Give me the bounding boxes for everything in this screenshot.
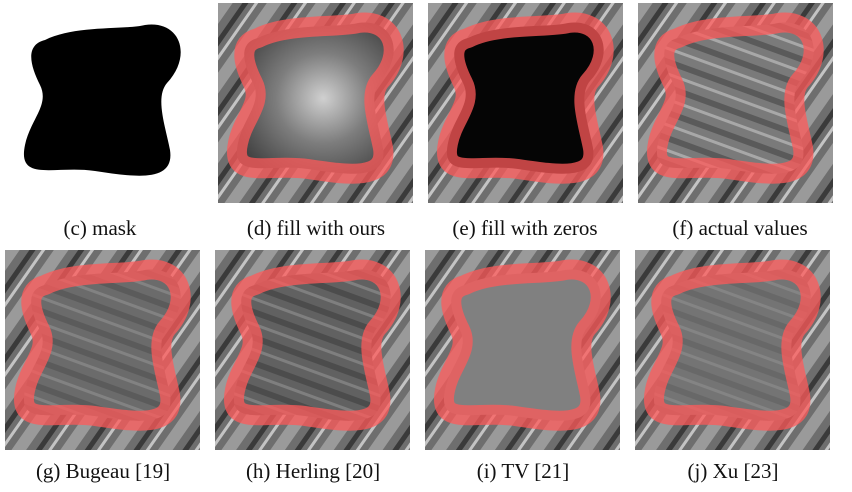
- caption: (c) mask: [64, 216, 137, 240]
- panel-actual: [638, 3, 833, 203]
- caption: (h) Herling [20]: [246, 459, 380, 483]
- panel-ours: [218, 3, 413, 203]
- caption: (e) fill with zeros: [452, 216, 597, 240]
- figure: (c) mask (d) fill with ours (e) fill wit…: [0, 0, 852, 492]
- panel-bugeau: [5, 250, 200, 450]
- panel-herling: [215, 250, 410, 450]
- panel-tv: [425, 250, 620, 450]
- panel-zeros: [428, 3, 623, 203]
- caption: (i) TV [21]: [477, 459, 570, 483]
- caption: (d) fill with ours: [247, 216, 385, 240]
- panel-xu: [635, 250, 830, 450]
- caption: (g) Bugeau [19]: [36, 459, 170, 483]
- caption: (f) actual values: [672, 216, 807, 240]
- panel-mask: [24, 25, 181, 176]
- caption: (j) Xu [23]: [688, 459, 779, 483]
